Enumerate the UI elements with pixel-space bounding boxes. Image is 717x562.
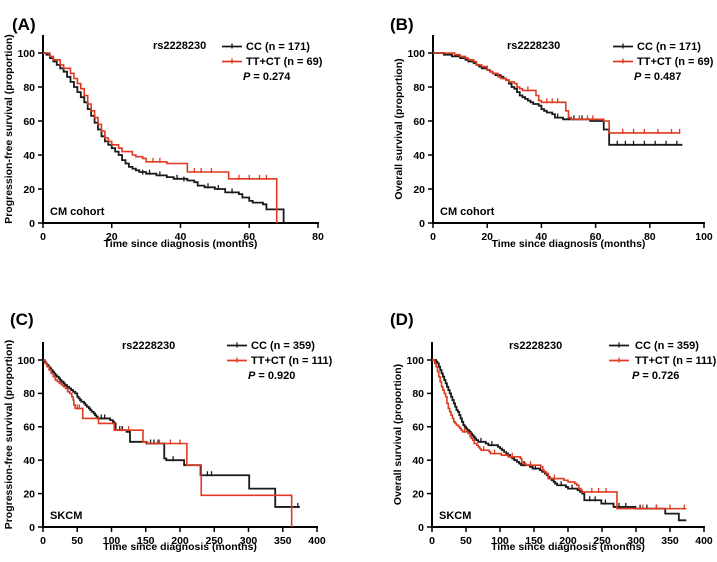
y-tick-label: 20 [413, 184, 425, 196]
y-tick-label: 100 [17, 355, 35, 367]
y-tick-label: 20 [23, 184, 35, 196]
y-axis-label: Progression-free survival (proportion) [3, 34, 15, 224]
km-panel-b: (B) Overall survival (proportion) Time sin… [390, 15, 714, 250]
cohort-label: CM cohort [440, 206, 495, 218]
y-tick-label: 40 [23, 150, 35, 162]
km-panel-a: (A)Progression-free survival (proportion… [3, 15, 324, 250]
x-axis-label: Time since diagnosis (months) [492, 238, 646, 250]
y-tick-label: 60 [23, 116, 35, 128]
x-tick-label: 100 [491, 535, 509, 547]
x-tick-label: 400 [695, 535, 713, 547]
x-tick-label: 350 [274, 535, 292, 547]
y-tick-label: 60 [413, 116, 425, 128]
y-tick-label: 100 [407, 48, 425, 60]
y-tick-label: 80 [23, 82, 35, 94]
p-value-label: P = 0.274 [243, 71, 291, 83]
y-tick-label: 60 [412, 422, 424, 434]
x-tick-label: 50 [460, 535, 472, 547]
legend-label: TT+CT (n = 111) [251, 355, 333, 367]
x-tick-label: 200 [171, 535, 189, 547]
x-tick-label: 0 [40, 231, 46, 243]
chart-title: rs2228230 [153, 40, 206, 52]
km-curve-ttct [43, 359, 293, 527]
km-curve-ttct [43, 52, 278, 223]
panel-label: (B) [390, 15, 414, 34]
panel-label: (D) [390, 310, 414, 329]
cohort-label: SKCM [50, 510, 82, 522]
y-axis-label: Overall survival (proportion) [392, 364, 404, 505]
panel-label: (A) [12, 15, 36, 34]
x-tick-label: 60 [590, 231, 602, 243]
y-tick-label: 60 [23, 422, 35, 434]
x-tick-label: 150 [525, 535, 543, 547]
legend-label: TT+CT (n = 69) [637, 56, 714, 68]
x-tick-label: 150 [137, 535, 155, 547]
y-tick-label: 100 [17, 48, 35, 60]
x-tick-label: 80 [644, 231, 656, 243]
y-tick-label: 20 [412, 488, 424, 500]
legend-label: CC (n = 171) [637, 41, 701, 53]
panel-label: (C) [10, 310, 34, 329]
x-axis-label: Time since diagnosis (months) [104, 238, 258, 250]
p-value-label: P = 0.920 [248, 370, 295, 382]
legend-label: CC (n = 171) [246, 41, 310, 53]
x-tick-label: 100 [695, 231, 713, 243]
y-tick-label: 80 [412, 388, 424, 400]
chart-title: rs2228230 [509, 340, 562, 352]
y-tick-label: 40 [23, 455, 35, 467]
y-tick-label: 20 [23, 488, 35, 500]
x-tick-label: 0 [429, 535, 435, 547]
km-curve-cc [432, 359, 687, 522]
x-tick-label: 40 [536, 231, 548, 243]
cohort-label: CM cohort [50, 206, 105, 218]
y-tick-label: 80 [23, 388, 35, 400]
legend-label: CC (n = 359) [635, 340, 699, 352]
x-tick-label: 60 [243, 231, 255, 243]
y-axis-label: Progression-free survival (proportion) [3, 340, 15, 530]
x-tick-label: 250 [205, 535, 223, 547]
x-tick-label: 300 [240, 535, 258, 547]
x-tick-label: 250 [593, 535, 611, 547]
y-tick-label: 0 [418, 522, 424, 534]
km-panel-c: (C) Progression-free survival (proportion… [3, 310, 333, 553]
y-tick-label: 0 [29, 522, 35, 534]
y-tick-label: 40 [413, 150, 425, 162]
x-tick-label: 50 [71, 535, 83, 547]
km-curve-cc [433, 52, 683, 146]
x-tick-label: 100 [103, 535, 121, 547]
km-panel-d: (D) Overall survival (proportion) Time sin… [390, 310, 717, 553]
y-tick-label: 100 [406, 355, 424, 367]
x-tick-label: 40 [175, 231, 187, 243]
y-axis-label: Overall survival (proportion) [393, 58, 405, 199]
x-tick-label: 0 [430, 231, 436, 243]
x-tick-label: 80 [312, 231, 324, 243]
x-axis-label: Time since diagnosis (months) [491, 541, 645, 553]
x-tick-label: 400 [308, 535, 326, 547]
legend-label: CC (n = 359) [251, 340, 315, 352]
km-curve-cc [43, 359, 300, 508]
y-tick-label: 40 [412, 455, 424, 467]
km-curve-ttct [433, 52, 680, 134]
p-value-label: P = 0.487 [634, 71, 681, 83]
x-tick-label: 20 [481, 231, 493, 243]
y-tick-label: 80 [413, 82, 425, 94]
legend-label: TT+CT (n = 111) [635, 355, 717, 367]
p-value-label: P = 0.726 [632, 370, 679, 382]
y-tick-label: 0 [419, 218, 425, 230]
chart-title: rs2228230 [122, 340, 175, 352]
x-axis-label: Time since diagnosis (months) [103, 541, 257, 553]
km-curve-cc [43, 52, 285, 223]
y-tick-label: 0 [29, 218, 35, 230]
km-curve-ttct [432, 359, 687, 510]
x-tick-label: 350 [661, 535, 679, 547]
x-tick-label: 20 [106, 231, 118, 243]
x-tick-label: 200 [559, 535, 577, 547]
x-tick-label: 300 [627, 535, 645, 547]
legend-label: TT+CT (n = 69) [246, 56, 323, 68]
chart-title: rs2228230 [507, 40, 560, 52]
x-tick-label: 0 [40, 535, 46, 547]
cohort-label: SKCM [439, 510, 471, 522]
